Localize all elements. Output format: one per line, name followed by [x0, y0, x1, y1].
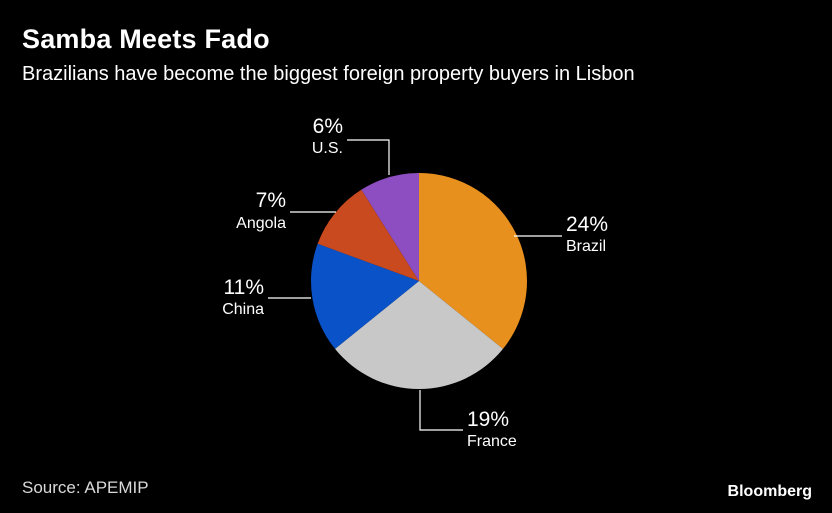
- value-label-angola: 7%: [256, 189, 286, 212]
- pie-slice-angola: [317, 189, 419, 281]
- pie-slices: [311, 173, 527, 389]
- chart-subtitle: Brazilians have become the biggest forei…: [22, 63, 635, 85]
- source-note: Source: APEMIP: [22, 478, 149, 497]
- category-label-u-s: U.S.: [312, 140, 343, 157]
- category-label-angola: Angola: [236, 215, 286, 232]
- bloomberg-logo: Bloomberg: [727, 483, 812, 500]
- pie-slice-u-s: [361, 173, 419, 281]
- pie-slice-france: [335, 281, 503, 389]
- value-label-china: 11%: [224, 276, 264, 299]
- leader-line-u-s: [347, 139, 390, 175]
- category-label-brazil: Brazil: [566, 238, 606, 255]
- chart-title: Samba Meets Fado: [22, 24, 270, 54]
- pie-slice-brazil: [419, 173, 527, 349]
- value-label-brazil: 24%: [566, 213, 608, 236]
- value-label-u-s: 6%: [313, 115, 343, 138]
- pie-slice-china: [311, 243, 419, 349]
- category-label-france: France: [467, 433, 517, 450]
- leader-lines: [268, 139, 562, 431]
- leader-line-france: [419, 390, 463, 431]
- slice-labels: 24% Brazil 19% France 11% China 7% Angola 6% U.S.: [222, 115, 608, 450]
- category-label-china: China: [222, 301, 264, 318]
- value-label-france: 19%: [467, 408, 509, 431]
